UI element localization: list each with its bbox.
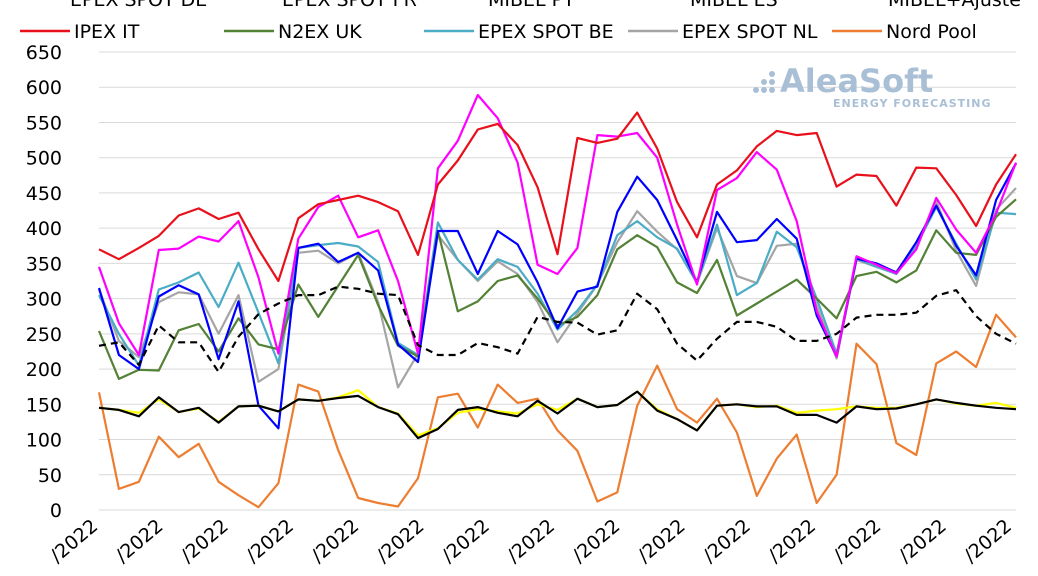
series-line [97,93,1018,358]
y-tick-label: 450 [26,183,62,205]
x-tick-label: /2022 [46,515,102,567]
y-tick-label: 150 [26,394,62,416]
legend-label: IPEX IT [74,21,140,43]
x-tick-label: /2022 [372,515,428,567]
x-tick-label: /2022 [829,515,885,567]
y-axis: 0 50 100 150 200 250 300 350 400 450 500 550 600 650 [26,42,62,522]
y-tick-label: 250 [26,324,62,346]
y-tick-label: 350 [26,253,62,275]
y-tick-label: 400 [26,218,62,240]
legend-label: N2EX UK [278,21,362,43]
legend-label: EPEX SPOT BE [478,21,614,43]
legend-label: MIBEL ES [690,0,778,11]
series-line [97,187,1017,389]
legend-label: Nord Pool [886,21,977,43]
y-tick-label: 100 [26,430,62,452]
x-tick-label: /2022 [177,515,233,567]
legend-label: EPEX SPOT DE [70,0,207,11]
logo-subtext: ENERGY FORECASTING [833,97,991,110]
x-tick-label: /2022 [307,515,363,567]
logo-text: AleaSoft [780,62,933,100]
x-tick-label: /2022 [111,515,167,567]
x-tick-label: /2022 [242,515,298,567]
y-tick-label: 50 [38,465,62,487]
series-line [98,205,1017,367]
x-tick-label: /2022 [764,515,820,567]
x-tick-label: /2022 [438,515,494,567]
y-tick-label: 600 [26,77,62,99]
gridlines [99,51,1016,511]
y-tick-label: 650 [26,42,62,64]
legend-label: MIBEL+Ajuste [888,0,1021,11]
series-line [97,198,1017,380]
series-line [97,313,1017,509]
series-line [98,285,1017,373]
x-tick-label: /2022 [699,515,755,567]
x-tick-label: /2022 [960,515,1016,567]
series-line [97,162,1017,430]
y-tick-label: 550 [26,112,62,134]
aleasoft-logo: AleaSoft ENERGY FORECASTING [753,62,991,110]
y-tick-label: 300 [26,289,62,311]
legend-label: EPEX SPOT FR [282,0,417,11]
legend: IPEX IT N2EX UK EPEX SPOT BE EPEX SPOT NL No… [20,21,977,43]
series-line [98,390,1017,440]
y-tick-label: 0 [50,500,62,522]
x-tick-label: /2022 [503,515,559,567]
legend-label: EPEX SPOT NL [682,21,818,43]
x-tick-label: /2022 [568,515,624,567]
legend-label: MIBEL PT [488,0,575,11]
legend-row-partial: EPEX SPOT DE EPEX SPOT FR MIBEL PT MIBEL ES… [70,0,1021,11]
x-tick-label: /2022 [634,515,690,567]
y-tick-label: 500 [26,148,62,170]
y-tick-label: 200 [26,359,62,381]
series-lines [97,93,1018,509]
x-axis: /2022/2022/2022/2022/2022/2022/2022/2022… [46,515,1016,567]
x-tick-label: /2022 [895,515,951,567]
series-line [98,111,1017,283]
